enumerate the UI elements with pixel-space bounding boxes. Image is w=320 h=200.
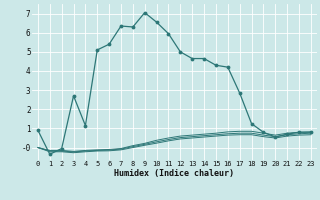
X-axis label: Humidex (Indice chaleur): Humidex (Indice chaleur) [115,169,234,178]
